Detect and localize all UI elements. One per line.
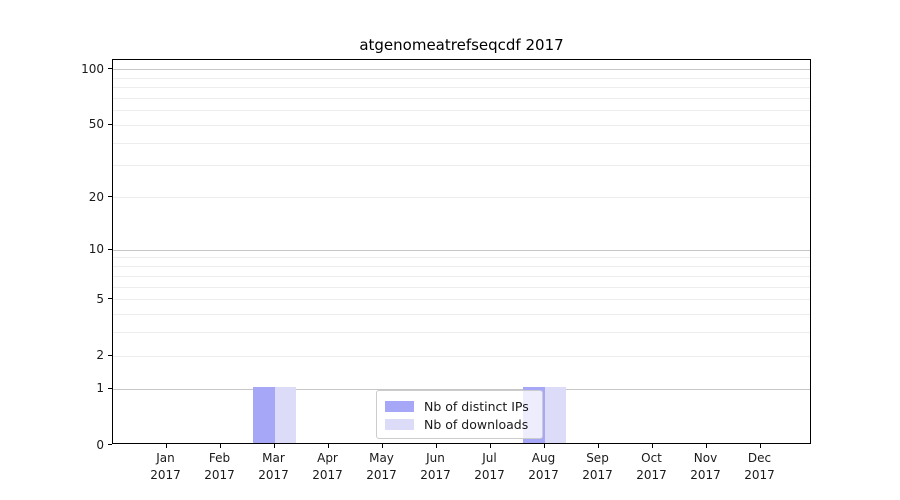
- x-tick-month: Sep: [586, 451, 609, 465]
- gridline-minor: [113, 124, 810, 126]
- gridline-major: [113, 249, 810, 251]
- x-tick-year: 2017: [582, 468, 613, 482]
- x-tick-mark: [165, 444, 167, 448]
- x-tick-label: Feb 2017: [190, 450, 250, 484]
- legend-label: Nb of downloads: [424, 417, 529, 432]
- gridline-minor: [113, 286, 810, 288]
- y-tick-label: 0: [96, 437, 104, 452]
- x-tick-month: Jun: [426, 451, 445, 465]
- downloads-swatch: [385, 419, 414, 430]
- gridline-minor: [113, 299, 810, 301]
- chart-title: atgenomeatrefseqcdf 2017: [359, 36, 564, 54]
- x-tick-month: Jul: [482, 451, 497, 465]
- legend-item-distinct-ips: Nb of distinct IPs: [385, 399, 529, 414]
- y-tick-label: 20: [88, 189, 104, 204]
- x-tick-label: Jun 2017: [406, 450, 466, 484]
- x-tick-year: 2017: [690, 468, 721, 482]
- x-tick-year: 2017: [258, 468, 289, 482]
- x-tick-mark: [489, 444, 491, 448]
- x-tick-label: Sep 2017: [568, 450, 628, 484]
- x-tick-month: Jan: [156, 451, 175, 465]
- x-tick-label: Jul 2017: [460, 450, 520, 484]
- bar-downloads: [274, 386, 296, 443]
- x-tick-mark: [327, 444, 329, 448]
- x-tick-label: Mar 2017: [244, 450, 304, 484]
- x-tick-mark: [219, 444, 221, 448]
- x-tick-label: Oct 2017: [622, 450, 682, 484]
- x-tick-year: 2017: [474, 468, 505, 482]
- x-tick-mark: [435, 444, 437, 448]
- gridline-minor: [113, 87, 810, 89]
- x-tick-year: 2017: [420, 468, 451, 482]
- y-tick-mark: [108, 444, 112, 446]
- x-tick-year: 2017: [150, 468, 181, 482]
- y-tick-mark: [108, 354, 112, 356]
- x-tick-label: Dec 2017: [730, 450, 790, 484]
- x-tick-month: Oct: [641, 451, 662, 465]
- x-tick-year: 2017: [366, 468, 397, 482]
- x-tick-year: 2017: [312, 468, 343, 482]
- y-tick-mark: [108, 68, 112, 70]
- gridline-minor: [113, 257, 810, 259]
- gridline-minor: [113, 110, 810, 112]
- gridline-minor: [113, 313, 810, 315]
- gridline-minor: [113, 165, 810, 167]
- y-tick-label: 50: [88, 117, 104, 132]
- y-tick-label: 100: [81, 61, 104, 76]
- gridline-major: [113, 388, 810, 390]
- x-tick-year: 2017: [636, 468, 667, 482]
- x-tick-label: Apr 2017: [298, 450, 358, 484]
- plot-area: [112, 59, 811, 444]
- gridline-minor: [113, 275, 810, 277]
- x-tick-month: Nov: [693, 451, 718, 465]
- x-tick-month: Apr: [317, 451, 338, 465]
- x-tick-mark: [651, 444, 653, 448]
- x-tick-mark: [381, 444, 383, 448]
- distinct-ips-swatch: [385, 401, 414, 412]
- x-tick-mark: [543, 444, 545, 448]
- x-tick-month: Dec: [747, 451, 772, 465]
- gridline-minor: [113, 266, 810, 268]
- y-tick-mark: [108, 196, 112, 198]
- legend-label: Nb of distinct IPs: [424, 399, 529, 414]
- bar-distinct-ips: [253, 386, 275, 443]
- x-tick-year: 2017: [204, 468, 235, 482]
- x-tick-mark: [759, 444, 761, 448]
- x-tick-month: Mar: [262, 451, 285, 465]
- x-tick-month: Aug: [531, 451, 556, 465]
- y-tick-label: 5: [96, 291, 104, 306]
- gridline-major: [113, 69, 810, 71]
- x-tick-mark: [705, 444, 707, 448]
- gridline-minor: [113, 197, 810, 199]
- x-tick-label: Jan 2017: [136, 450, 196, 484]
- legend: Nb of distinct IPs Nb of downloads: [376, 390, 543, 439]
- legend-item-downloads: Nb of downloads: [385, 417, 529, 432]
- x-tick-month: Feb: [208, 451, 231, 465]
- bar-downloads: [544, 386, 566, 443]
- y-tick-label: 10: [88, 242, 104, 257]
- x-tick-mark: [273, 444, 275, 448]
- y-tick-label: 1: [96, 381, 104, 396]
- x-tick-label: Nov 2017: [676, 450, 736, 484]
- x-tick-label: Aug 2017: [514, 450, 574, 484]
- y-tick-mark: [108, 298, 112, 300]
- y-tick-label: 2: [96, 348, 104, 363]
- gridline-minor: [113, 355, 810, 357]
- y-tick-mark: [108, 387, 112, 389]
- x-tick-month: May: [369, 451, 394, 465]
- gridline-minor: [113, 97, 810, 99]
- x-tick-year: 2017: [744, 468, 775, 482]
- gridline-minor: [113, 332, 810, 334]
- x-tick-year: 2017: [528, 468, 559, 482]
- gridline-minor: [113, 142, 810, 144]
- x-tick-label: May 2017: [352, 450, 412, 484]
- x-tick-mark: [597, 444, 599, 448]
- y-tick-mark: [108, 123, 112, 125]
- gridline-minor: [113, 77, 810, 79]
- y-tick-mark: [108, 248, 112, 250]
